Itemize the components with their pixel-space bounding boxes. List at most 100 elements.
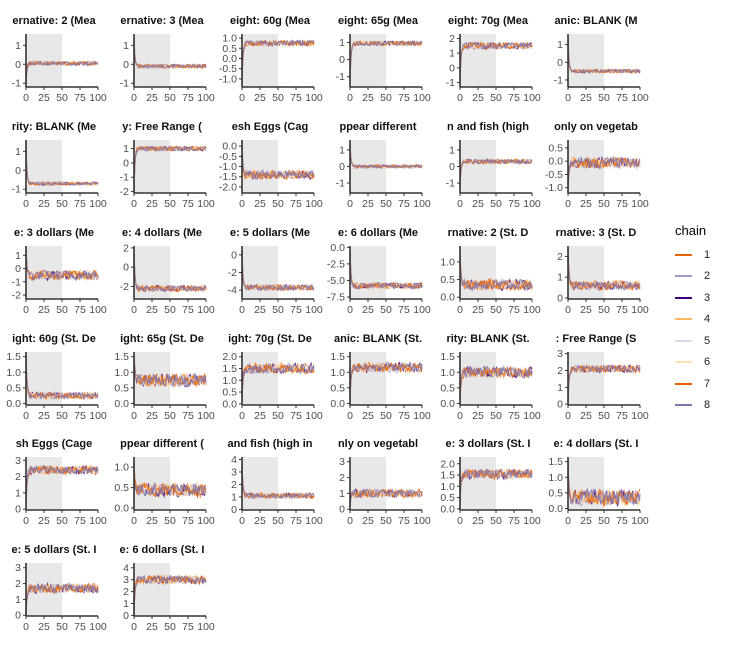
y-tick-label: 0	[15, 59, 21, 71]
facet-panel: rnative: 3 (St. D 0 1 2 0 25 50 75 100	[556, 227, 649, 316]
trace-line-chain-8	[25, 60, 99, 84]
legend-swatch	[675, 404, 692, 407]
trace-line-chain-8	[25, 351, 99, 401]
trace-line-chain-8	[133, 145, 207, 193]
x-tick-label: 25	[254, 198, 266, 210]
y-tick-label: -0.5	[219, 151, 237, 163]
x-tick-label: 75	[182, 410, 194, 422]
trace-line-chain-8	[459, 158, 533, 190]
y-tick-label: 0	[557, 57, 563, 69]
x-tick-label: 100	[89, 304, 107, 316]
burnin-region	[460, 34, 496, 87]
facet-title: e: 4 dollars (St. I	[554, 438, 639, 450]
x-tick-label: 0	[565, 92, 571, 104]
burnin-region	[26, 34, 62, 87]
legend-swatch	[675, 253, 692, 256]
x-tick-label: 50	[164, 304, 176, 316]
x-tick-label: 100	[89, 515, 107, 527]
x-tick-label: 100	[631, 515, 649, 527]
legend-swatch	[675, 275, 692, 278]
y-tick-label: -1.0	[219, 161, 237, 173]
y-tick-label: 0.0	[330, 398, 345, 410]
x-tick-label: 0	[239, 198, 245, 210]
facet-title: ppear different	[339, 121, 416, 133]
y-tick-label: 1	[15, 40, 21, 52]
y-tick-label: 1.0	[440, 367, 455, 379]
x-tick-label: 0	[23, 515, 29, 527]
x-tick-label: 50	[56, 92, 68, 104]
legend-item-chain-1: 1	[671, 244, 727, 266]
y-tick-label: -1	[120, 78, 129, 90]
legend-swatch	[675, 339, 692, 342]
x-tick-label: 50	[164, 515, 176, 527]
y-tick-label: -2	[228, 267, 237, 279]
x-tick-label: 100	[523, 198, 541, 210]
x-tick-label: 25	[472, 92, 484, 104]
y-tick-label: 1.5	[222, 363, 237, 375]
y-tick-label: 1	[449, 48, 455, 60]
x-tick-label: 100	[197, 410, 215, 422]
burnin-region	[460, 457, 496, 510]
y-tick-label: 1.5	[548, 456, 563, 468]
x-tick-label: 0	[23, 410, 29, 422]
x-tick-label: 75	[398, 304, 410, 316]
y-tick-label: 1.0	[222, 375, 237, 387]
x-tick-label: 50	[56, 621, 68, 633]
y-tick-label: 0.5	[114, 382, 129, 394]
facet-title: : Free Range (S	[556, 333, 637, 345]
y-tick-label: 2	[339, 472, 345, 484]
x-tick-label: 25	[146, 92, 158, 104]
x-tick-label: 75	[290, 198, 302, 210]
x-tick-label: 100	[305, 515, 323, 527]
x-tick-label: 0	[131, 621, 137, 633]
x-tick-label: 100	[305, 304, 323, 316]
x-tick-label: 100	[197, 198, 215, 210]
x-tick-label: 0	[457, 92, 463, 104]
x-tick-label: 75	[508, 410, 520, 422]
x-tick-label: 50	[598, 410, 610, 422]
burnin-region	[568, 352, 604, 405]
y-tick-label: 1.0	[440, 256, 455, 268]
legend-label: 8	[704, 399, 711, 412]
x-tick-label: 75	[290, 304, 302, 316]
y-tick-label: 1.5	[440, 351, 455, 363]
x-tick-label: 0	[131, 304, 137, 316]
trace-line-chain-8	[459, 365, 533, 404]
x-tick-label: 25	[362, 515, 374, 527]
x-tick-label: 75	[398, 515, 410, 527]
x-tick-label: 100	[523, 515, 541, 527]
x-tick-label: 100	[631, 410, 649, 422]
y-tick-label: 2.0	[222, 351, 237, 363]
x-tick-label: 25	[580, 304, 592, 316]
x-tick-label: 100	[305, 410, 323, 422]
y-tick-label: 0	[123, 262, 129, 274]
facet-title: anic: BLANK (St.	[334, 333, 422, 345]
x-tick-label: 50	[272, 410, 284, 422]
y-tick-label: 0	[123, 610, 129, 622]
y-tick-label: 0.5	[222, 43, 237, 55]
burnin-region	[460, 140, 496, 193]
x-tick-label: 25	[362, 92, 374, 104]
facet-title: ppear different (	[120, 438, 204, 450]
trace-line-chain-7	[349, 250, 423, 290]
x-tick-label: 0	[565, 410, 571, 422]
x-tick-label: 100	[631, 198, 649, 210]
trace-line-chain-8	[567, 364, 641, 404]
x-tick-label: 0	[347, 515, 353, 527]
y-tick-label: 0.0	[6, 398, 21, 410]
y-tick-label: 1	[339, 488, 345, 500]
facet-panel: ight: 65g (St. De 0.0 0.5 1.0 1.5 0 25 50 75 100	[114, 333, 215, 422]
y-tick-label: 0	[123, 157, 129, 169]
facet-title: e: 6 dollars (St. I	[120, 544, 205, 556]
trace-line-chain-7	[349, 488, 423, 507]
facet-panel: e: 3 dollars (St. I 0.00.51.01.52.0 0 25 50 7…	[440, 438, 541, 527]
y-tick-label: 1	[15, 487, 21, 499]
y-tick-label: 1	[339, 37, 345, 49]
facet-title: rity: BLANK (St.	[446, 333, 529, 345]
y-tick-label: 1	[557, 382, 563, 394]
y-tick-label: 2	[449, 33, 455, 45]
x-tick-label: 100	[413, 92, 431, 104]
facet-title: esh Eggs (Cag	[232, 121, 308, 133]
y-tick-label: 0.0	[222, 53, 237, 65]
